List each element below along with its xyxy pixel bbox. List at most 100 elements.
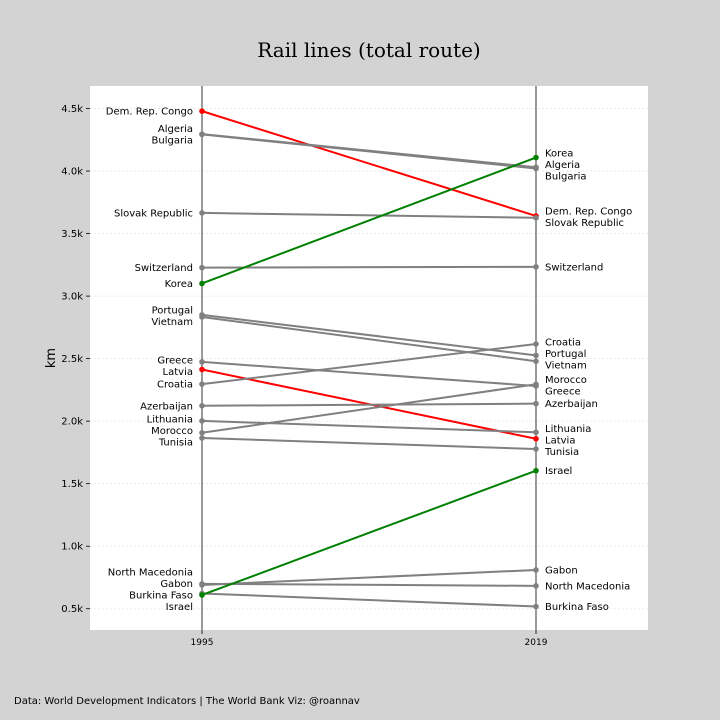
label-1995-vietnam: Vietnam — [151, 317, 193, 328]
label-2019-dem-rep-congo: Dem. Rep. Congo — [545, 207, 632, 218]
slope-line-korea — [201, 156, 537, 285]
point-2019-gabon — [533, 567, 539, 573]
label-1995-gabon: Gabon — [160, 579, 193, 590]
y-tick-label: 2.5k — [61, 354, 83, 365]
label-2019-switzerland: Switzerland — [545, 262, 603, 273]
label-2019-gabon: Gabon — [545, 565, 578, 576]
point-2019-portugal — [533, 352, 539, 359]
point-2019-vietnam — [533, 358, 539, 365]
label-1995-latvia: Latvia — [163, 367, 193, 378]
slope-line-lithuania — [201, 419, 537, 434]
point-1995-slovak-republic — [199, 210, 205, 216]
y-tick-label: 3.0k — [61, 292, 83, 303]
label-2019-korea: Korea — [545, 148, 573, 159]
point-2019-latvia — [533, 435, 539, 442]
label-1995-bulgaria: Bulgaria — [152, 136, 193, 147]
label-1995-lithuania: Lithuania — [147, 415, 193, 426]
point-2019-bulgaria — [533, 165, 539, 172]
point-2019-slovak-republic — [533, 215, 539, 221]
label-1995-algeria: Algeria — [158, 124, 193, 135]
point-2019-azerbaijan — [533, 400, 539, 407]
point-1995-korea — [199, 280, 205, 287]
y-tick-label: 0.5k — [61, 604, 83, 615]
point-1995-bulgaria — [199, 131, 205, 138]
point-2019-israel — [533, 467, 539, 474]
label-2019-israel: Israel — [545, 466, 572, 477]
point-1995-israel — [199, 592, 205, 598]
point-1995-greece — [199, 359, 205, 365]
point-2019-korea — [533, 154, 539, 161]
y-axis-label: km — [44, 348, 59, 368]
slope-line-bulgaria — [201, 133, 537, 170]
point-2019-tunisia — [533, 446, 539, 452]
y-tick-label: 4.0k — [61, 167, 83, 178]
slope-line-morocco — [201, 383, 537, 434]
label-2019-latvia: Latvia — [545, 436, 575, 447]
x-tick-label: 2019 — [525, 638, 548, 648]
label-1995-greece: Greece — [157, 355, 193, 366]
point-2019-north-macedonia — [533, 583, 539, 589]
y-tick-label: 3.5k — [61, 229, 83, 240]
slope-line-burkina-faso — [201, 592, 537, 608]
point-2019-switzerland — [533, 264, 539, 270]
slope-line-north-macedonia — [201, 582, 537, 587]
slope-line-tunisia — [201, 437, 537, 451]
point-1995-gabon — [199, 582, 205, 588]
slope-chart: 0.5k 1.0k 1.5k 2.0k 2.5k 3.0k 3.5k 4.0k 4.5k 1995… — [44, 86, 648, 648]
label-1995-north-macedonia: North Macedonia — [108, 568, 193, 579]
slope-line-gabon — [201, 568, 537, 586]
label-1995-croatia: Croatia — [157, 380, 193, 391]
label-2019-algeria: Algeria — [545, 160, 580, 171]
label-2019-slovak-republic: Slovak Republic — [545, 218, 624, 229]
point-1995-latvia — [199, 366, 205, 373]
label-2019-croatia: Croatia — [545, 338, 581, 349]
slope-line-greece — [201, 360, 537, 388]
slope-line-portugal — [201, 313, 537, 357]
label-2019-greece: Greece — [545, 386, 581, 397]
point-1995-tunisia — [199, 435, 205, 441]
slope-line-croatia — [201, 343, 537, 386]
slope-line-dem-rep-congo — [201, 110, 537, 217]
footer-credit: Data: World Development Indicators | The… — [14, 696, 360, 707]
point-2019-morocco — [533, 381, 539, 388]
label-1995-korea: Korea — [165, 279, 193, 290]
point-2019-croatia — [533, 341, 539, 347]
y-tick-label: 2.0k — [61, 417, 83, 428]
label-2019-burkina-faso: Burkina Faso — [545, 602, 609, 613]
point-2019-lithuania — [533, 429, 539, 436]
label-1995-tunisia: Tunisia — [158, 438, 193, 449]
label-2019-portugal: Portugal — [545, 349, 586, 360]
point-1995-croatia — [199, 381, 205, 387]
label-1995-switzerland: Switzerland — [135, 263, 193, 274]
chart-title: Rail lines (total route) — [257, 38, 481, 62]
label-2019-bulgaria: Bulgaria — [545, 171, 586, 182]
slope-line-slovak-republic — [201, 211, 537, 219]
label-1995-morocco: Morocco — [151, 426, 193, 437]
label-1995-israel: Israel — [166, 602, 193, 613]
label-1995-slovak-republic: Slovak Republic — [114, 208, 193, 219]
x-tick-label: 1995 — [191, 638, 214, 648]
label-2019-vietnam: Vietnam — [545, 361, 587, 372]
point-1995-morocco — [199, 429, 205, 436]
label-2019-north-macedonia: North Macedonia — [545, 581, 630, 592]
label-2019-azerbaijan: Azerbaijan — [545, 399, 598, 410]
y-tick-label: 1.0k — [61, 542, 83, 553]
label-2019-lithuania: Lithuania — [545, 424, 591, 435]
label-1995-portugal: Portugal — [152, 306, 193, 317]
slope-line-azerbaijan — [201, 402, 537, 407]
point-1995-azerbaijan — [199, 402, 205, 409]
point-1995-dem-rep-congo — [199, 108, 205, 114]
point-1995-lithuania — [199, 418, 205, 424]
label-2019-morocco: Morocco — [545, 375, 587, 386]
point-1995-switzerland — [199, 264, 205, 271]
slope-line-switzerland — [201, 265, 537, 269]
y-tick-label: 4.5k — [61, 104, 83, 115]
slope-line-israel — [201, 469, 537, 596]
label-1995-burkina-faso: Burkina Faso — [129, 591, 193, 602]
label-2019-tunisia: Tunisia — [544, 447, 579, 458]
slope-line-vietnam — [201, 315, 537, 363]
point-1995-vietnam — [199, 314, 205, 320]
plot-area — [90, 86, 648, 630]
y-tick-label: 1.5k — [61, 479, 83, 490]
label-1995-azerbaijan: Azerbaijan — [140, 401, 193, 412]
